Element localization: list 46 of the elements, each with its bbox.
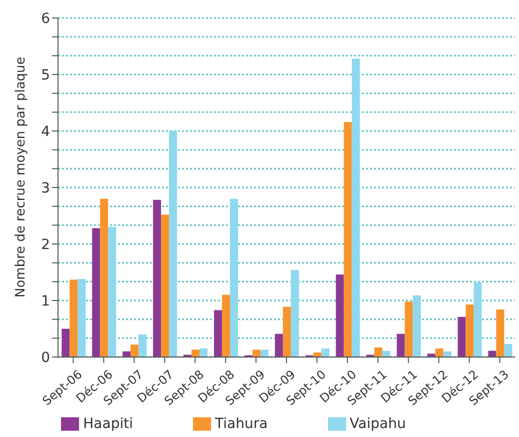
bar xyxy=(222,294,230,357)
bar xyxy=(70,280,78,357)
bar xyxy=(282,306,291,357)
bar xyxy=(321,348,330,357)
bar xyxy=(374,347,382,357)
bar xyxy=(62,328,70,357)
bar xyxy=(396,334,405,357)
y-tick-label: 6 xyxy=(41,10,50,27)
y-tick-label: 4 xyxy=(41,124,50,140)
bar xyxy=(458,316,466,357)
bar xyxy=(352,58,360,357)
y-tick-label: 0 xyxy=(41,350,50,366)
bar xyxy=(404,302,413,357)
bar xyxy=(169,131,178,357)
bar xyxy=(274,334,283,357)
y-tick-label: 1 xyxy=(41,293,50,310)
legend-label: Tiahura xyxy=(215,416,268,432)
bar xyxy=(153,200,162,357)
bar xyxy=(100,198,108,357)
bar xyxy=(474,282,482,357)
bar xyxy=(344,122,352,357)
y-tick-label: 5 xyxy=(41,67,50,84)
bar xyxy=(92,228,100,357)
legend-label: Vaipahu xyxy=(350,416,406,432)
bar xyxy=(252,350,260,357)
bar xyxy=(130,344,139,357)
bar xyxy=(435,348,444,357)
bar xyxy=(200,348,208,357)
bar xyxy=(230,198,238,357)
bar xyxy=(214,310,222,357)
y-tick-label: 3 xyxy=(41,180,50,196)
bar xyxy=(466,304,474,357)
bar xyxy=(161,214,170,357)
y-axis-title: Nombre de recrue moyen par plaque xyxy=(14,56,29,298)
bar xyxy=(290,270,299,357)
bar xyxy=(78,279,86,357)
bar xyxy=(108,227,116,357)
bar xyxy=(496,310,504,357)
y-tick-label: 2 xyxy=(41,236,50,253)
legend-label: Haapiti xyxy=(83,416,133,432)
bar xyxy=(336,274,344,357)
bar xyxy=(260,350,268,357)
bar xyxy=(504,344,512,357)
bar xyxy=(138,334,147,357)
bar xyxy=(192,350,200,357)
bar xyxy=(412,295,421,357)
